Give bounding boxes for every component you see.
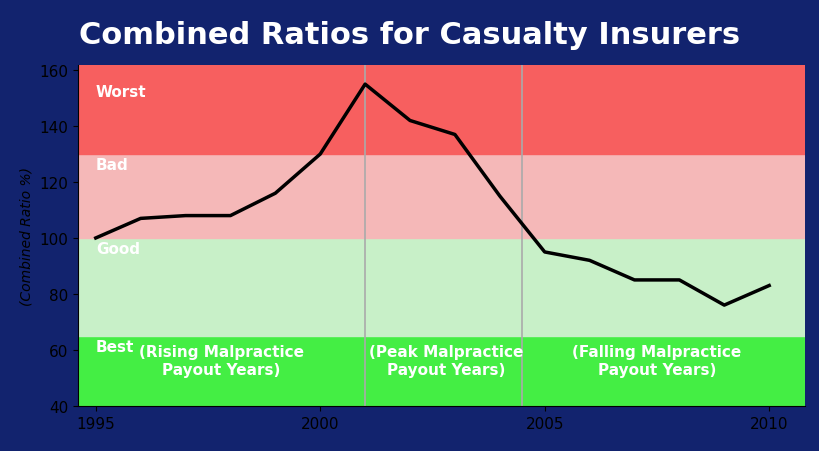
Text: (Falling Malpractice
Payout Years): (Falling Malpractice Payout Years) bbox=[572, 345, 741, 377]
Text: (Peak Malpractice
Payout Years): (Peak Malpractice Payout Years) bbox=[369, 345, 523, 377]
Text: Worst: Worst bbox=[96, 85, 147, 100]
Text: Bad: Bad bbox=[96, 157, 129, 172]
Text: Best: Best bbox=[96, 339, 134, 354]
Bar bbox=[78, 155, 805, 239]
Text: (Rising Malpractice
Payout Years): (Rising Malpractice Payout Years) bbox=[139, 345, 304, 377]
Bar bbox=[78, 336, 805, 406]
Text: Good: Good bbox=[96, 241, 140, 256]
Bar bbox=[78, 65, 805, 155]
Y-axis label: (Combined Ratio %): (Combined Ratio %) bbox=[20, 166, 34, 305]
Bar bbox=[78, 239, 805, 336]
Text: Combined Ratios for Casualty Insurers: Combined Ratios for Casualty Insurers bbox=[79, 20, 740, 50]
